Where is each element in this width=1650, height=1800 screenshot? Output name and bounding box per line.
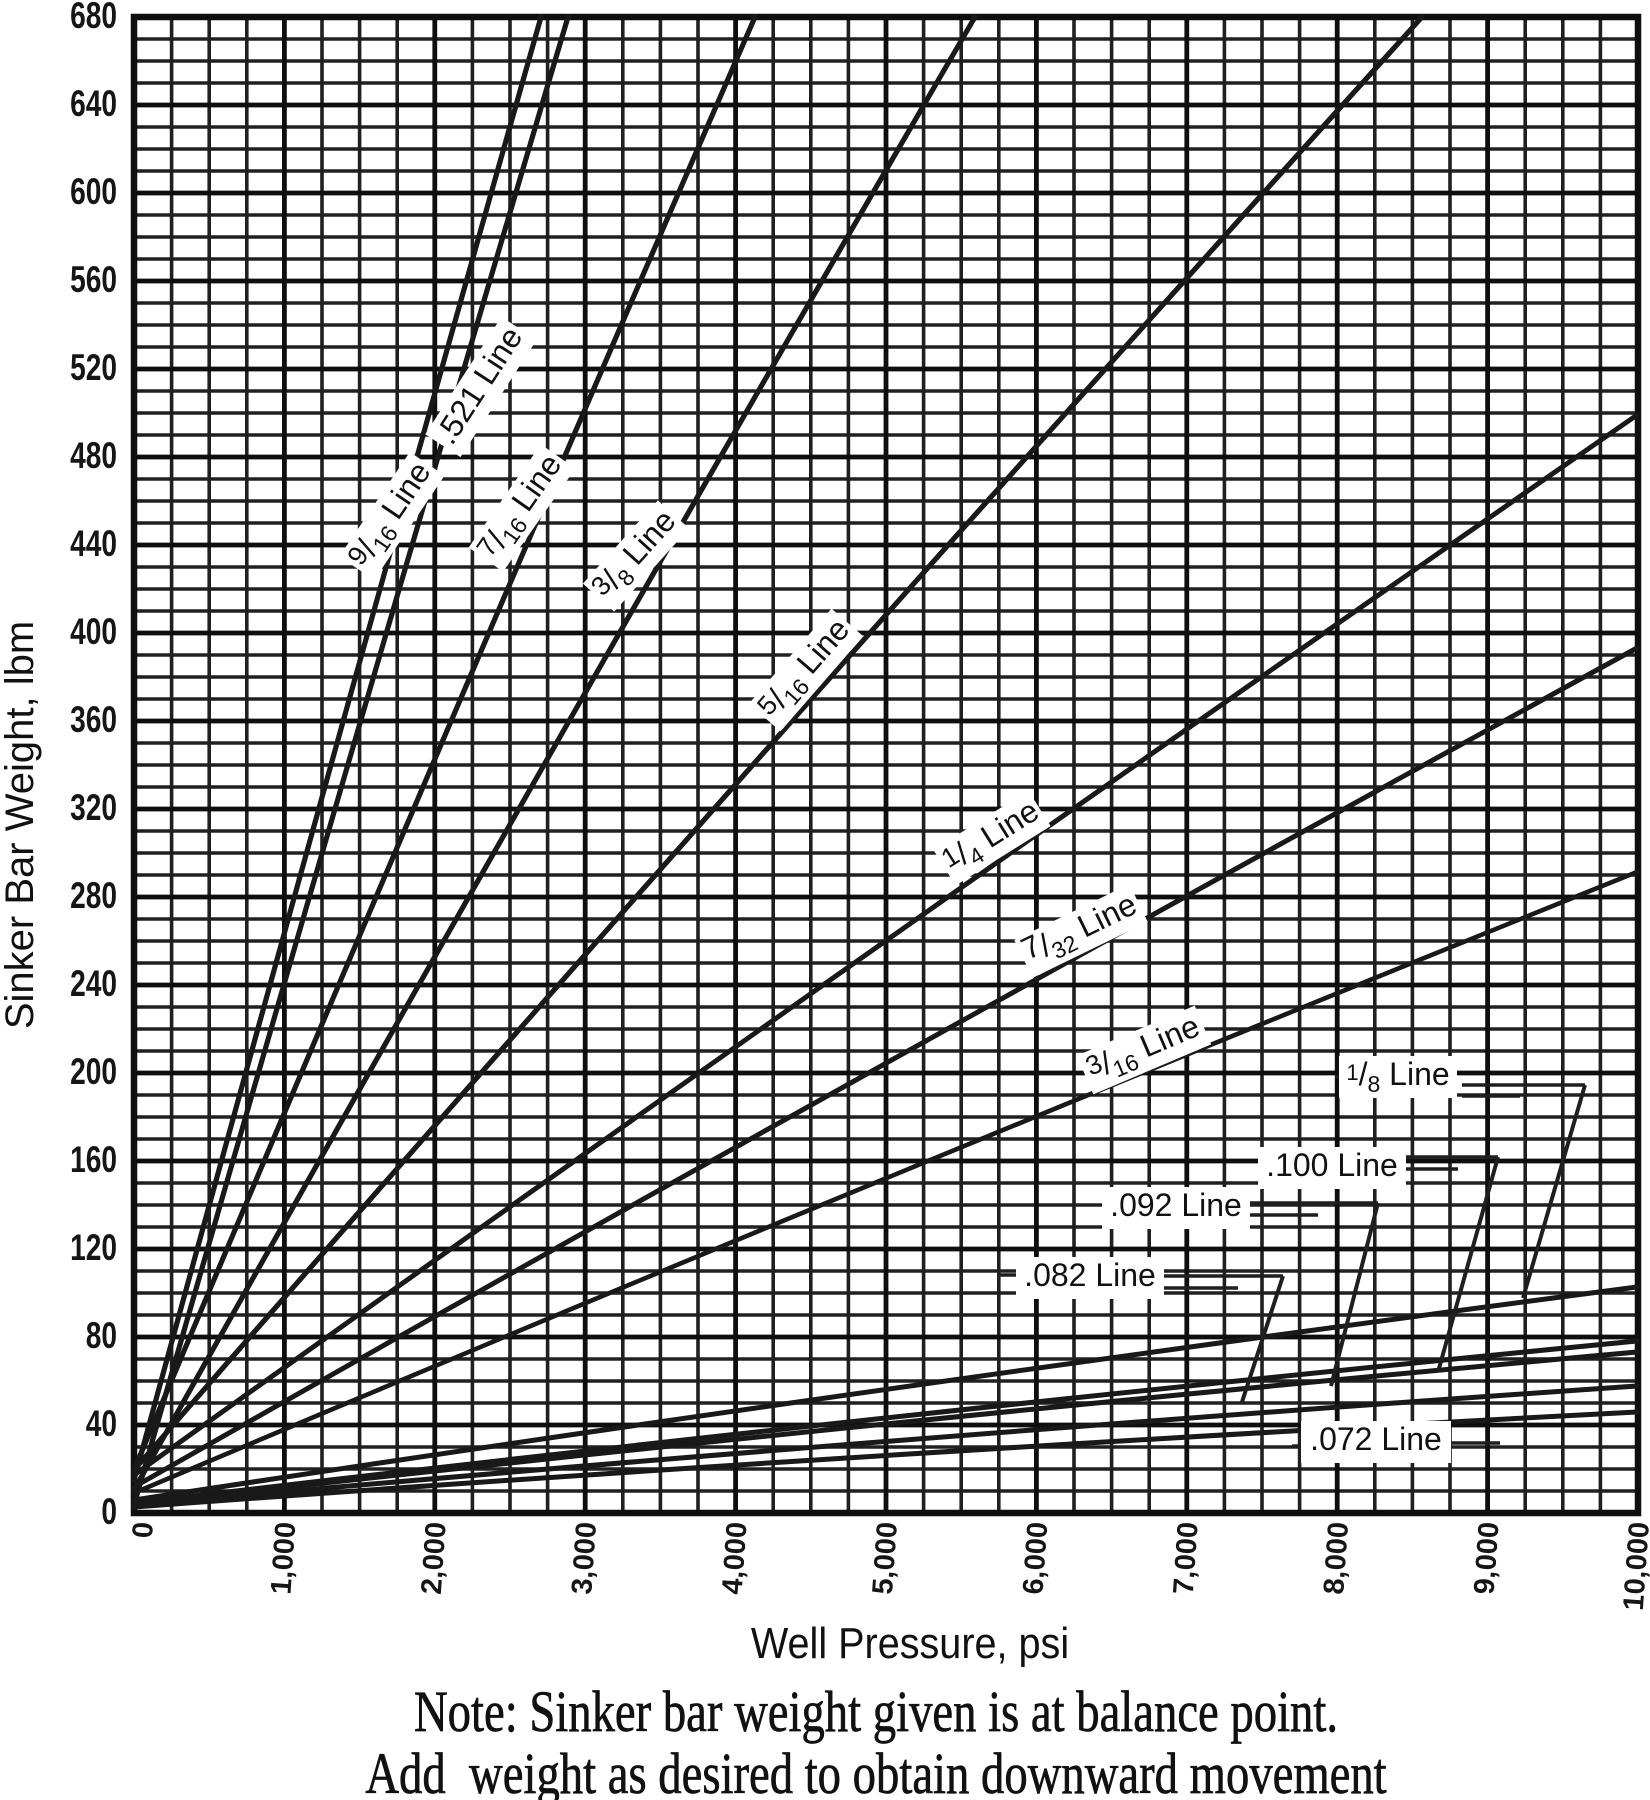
svg-text:0: 0 bbox=[127, 1521, 160, 1539]
svg-text:480: 480 bbox=[70, 435, 117, 477]
svg-text:Sinker Bar Weight, lbm: Sinker Bar Weight, lbm bbox=[0, 621, 42, 1029]
svg-text:640: 640 bbox=[70, 83, 117, 125]
svg-text:320: 320 bbox=[70, 787, 117, 829]
svg-text:Well Pressure, psi: Well Pressure, psi bbox=[751, 1618, 1069, 1667]
svg-text:440: 440 bbox=[70, 523, 117, 565]
svg-text:360: 360 bbox=[70, 699, 117, 741]
svg-text:10,000: 10,000 bbox=[1618, 1521, 1650, 1612]
svg-text:40: 40 bbox=[86, 1403, 117, 1445]
svg-text:7,000: 7,000 bbox=[1168, 1521, 1205, 1596]
svg-text:1/8 Line: 1/8 Line bbox=[1346, 1056, 1449, 1097]
svg-text:5,000: 5,000 bbox=[867, 1521, 904, 1596]
svg-text:5/16 Line: 5/16 Line bbox=[751, 611, 860, 728]
svg-text:400: 400 bbox=[70, 611, 117, 653]
svg-text:600: 600 bbox=[70, 171, 117, 213]
svg-text:3,000: 3,000 bbox=[566, 1521, 603, 1596]
svg-text:9,000: 9,000 bbox=[1469, 1521, 1506, 1596]
svg-text:.082 Line: .082 Line bbox=[1024, 1257, 1156, 1293]
svg-text:680: 680 bbox=[70, 0, 117, 37]
svg-text:200: 200 bbox=[70, 1051, 117, 1093]
svg-text:240: 240 bbox=[70, 963, 117, 1005]
svg-text:280: 280 bbox=[70, 875, 117, 917]
svg-text:Add weight as desired to obta: Add weight as desired to obtain downward… bbox=[365, 1742, 1387, 1800]
svg-text:80: 80 bbox=[86, 1315, 117, 1357]
svg-text:120: 120 bbox=[70, 1227, 117, 1269]
svg-text:560: 560 bbox=[70, 259, 117, 301]
svg-text:.072 Line: .072 Line bbox=[1310, 1421, 1442, 1457]
svg-text:1,000: 1,000 bbox=[265, 1521, 302, 1596]
svg-text:.092 Line: .092 Line bbox=[1110, 1187, 1242, 1223]
svg-text:520: 520 bbox=[70, 347, 117, 389]
svg-text:160: 160 bbox=[70, 1139, 117, 1181]
svg-text:0: 0 bbox=[101, 1491, 117, 1533]
svg-text:Note: Sinker bar weight given: Note: Sinker bar weight given is at bala… bbox=[414, 1680, 1338, 1744]
svg-text:4,000: 4,000 bbox=[717, 1521, 754, 1596]
svg-text:6,000: 6,000 bbox=[1017, 1521, 1054, 1596]
svg-text:8,000: 8,000 bbox=[1318, 1521, 1355, 1596]
svg-text:2,000: 2,000 bbox=[416, 1521, 453, 1596]
svg-text:.100 Line: .100 Line bbox=[1266, 1147, 1398, 1183]
